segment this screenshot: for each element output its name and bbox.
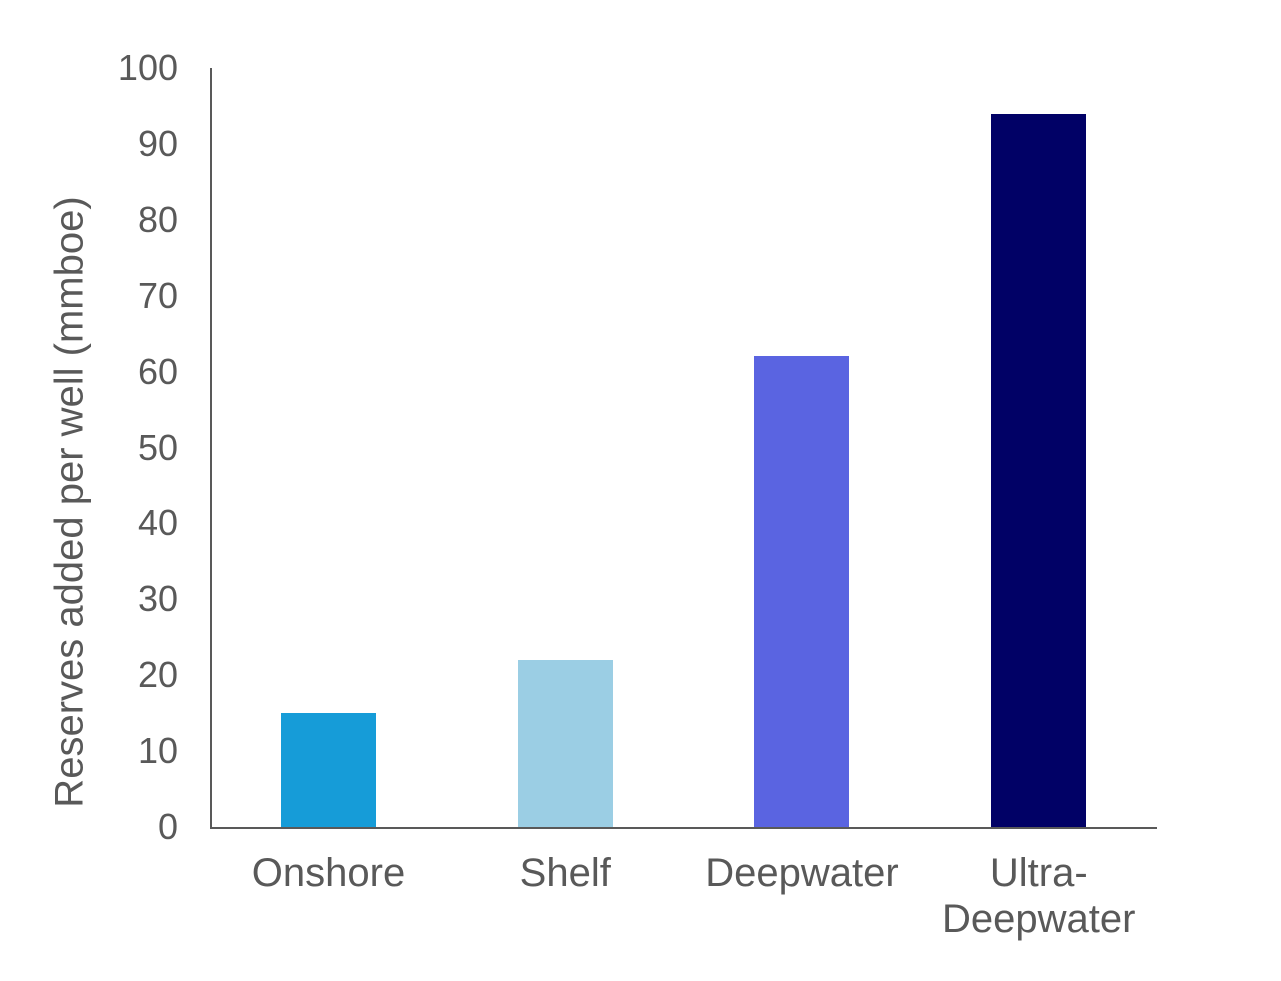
y-tick-label: 70 [137,274,178,316]
x-category-label: Shelf [519,851,611,895]
y-tick-label: 20 [137,654,178,696]
y-tick-label: 100 [117,47,178,88]
y-tick-label: 80 [137,198,178,240]
y-tick-label: 40 [137,502,178,544]
y-tick-label: 30 [137,578,178,620]
y-axis-title: Reserves added per well (mmboe) [47,196,92,808]
bar-ultra-deepwater [991,114,1087,827]
y-tick-label: 90 [137,122,178,164]
y-tick-label: 50 [137,426,178,468]
x-category-label: Ultra-Deepwater [942,851,1136,941]
y-axis-line [210,68,212,829]
bar-onshore [280,713,376,827]
x-category-label: Deepwater [705,851,899,895]
y-tick-label: 0 [157,806,178,847]
bar-deepwater [754,356,850,827]
y-tick-label: 60 [137,350,178,392]
x-axis-line [210,827,1157,829]
x-category-label: Onshore [251,851,406,895]
bar-shelf [517,660,613,827]
y-tick-label: 10 [137,730,178,772]
